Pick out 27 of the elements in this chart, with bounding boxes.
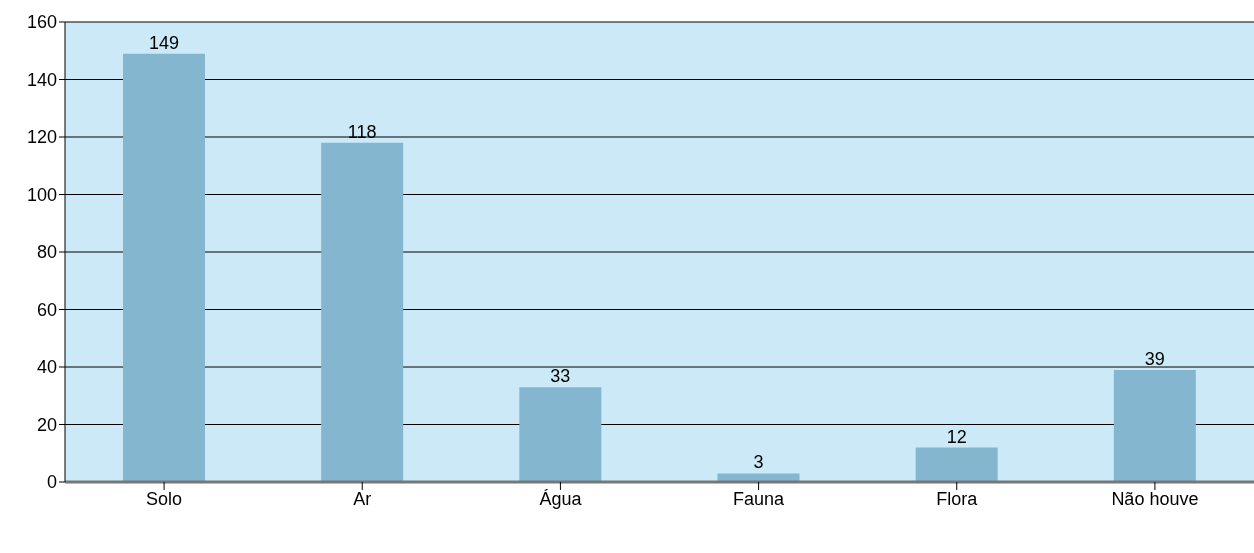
data-label: 33: [550, 366, 571, 387]
y-tick-label: 80: [36, 242, 57, 263]
data-label: 3: [753, 452, 764, 473]
bar: [519, 387, 602, 482]
y-tick-label: 160: [26, 12, 57, 33]
data-label: 118: [347, 121, 377, 142]
x-tick-label: Ar: [353, 488, 372, 509]
y-tick-label: 20: [36, 414, 57, 435]
y-tick-label: 40: [36, 357, 57, 378]
data-label: 39: [1144, 348, 1165, 369]
y-tick-label: 60: [36, 299, 57, 320]
y-tick-label: 140: [26, 69, 57, 90]
x-tick-label: Água: [539, 488, 583, 509]
y-tick-label: 0: [46, 472, 57, 493]
bar: [321, 142, 404, 482]
x-tick-label: Flora: [936, 488, 979, 509]
x-tick-label: Solo: [146, 488, 183, 509]
bar: [123, 53, 205, 482]
y-tick-label: 100: [26, 184, 57, 205]
x-tick-label: Não houve: [1111, 488, 1199, 509]
bar: [1113, 369, 1196, 482]
y-tick-label: 120: [26, 127, 57, 148]
bar: [915, 447, 998, 482]
data-label: 149: [148, 32, 180, 53]
data-label: 12: [946, 426, 967, 447]
x-tick-label: Fauna: [733, 488, 786, 509]
bar: [717, 473, 800, 482]
